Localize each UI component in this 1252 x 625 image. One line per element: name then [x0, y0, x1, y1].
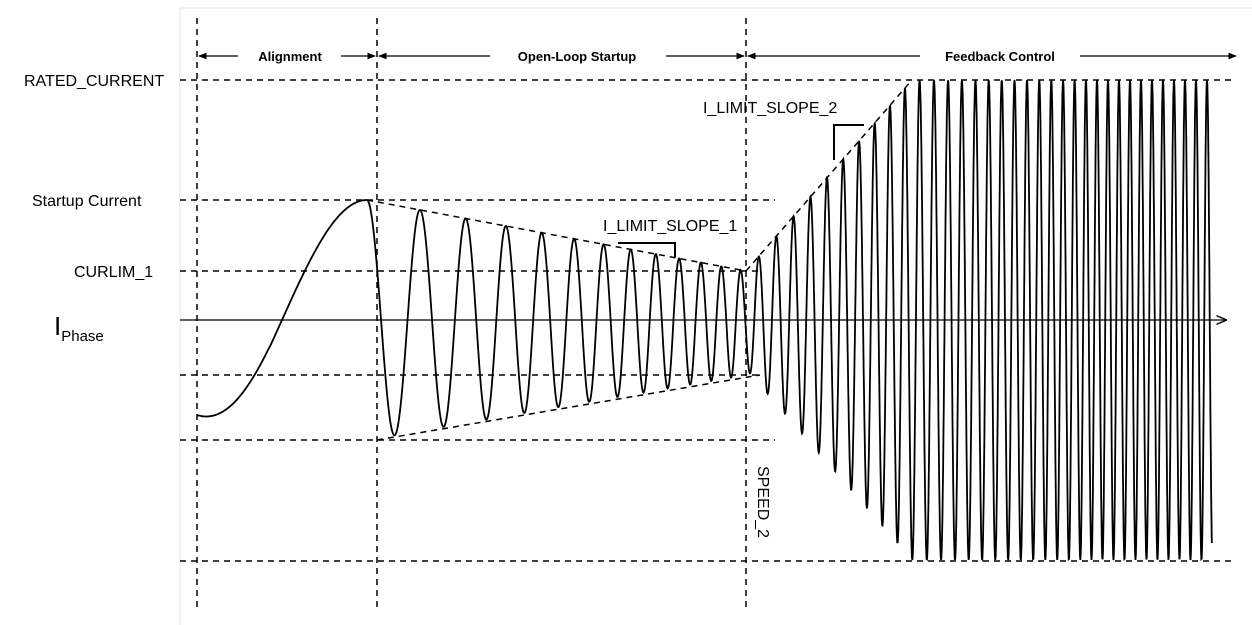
i-phase-main: I — [54, 311, 61, 341]
slope-2-bracket — [833, 124, 864, 160]
speed-2-label: SPEED_2 — [754, 466, 771, 538]
phase-current-waveform — [196, 78, 1213, 562]
i-limit-slope-2-label: I_LIMIT_SLOPE_2 — [703, 100, 837, 117]
i-phase-subscript: Phase — [61, 328, 104, 345]
i-phase-label: IPhase — [54, 311, 104, 345]
feedback-control-label: Feedback Control — [945, 49, 1055, 64]
alignment-label: Alignment — [258, 49, 322, 64]
startup-current-label: Startup Current — [32, 193, 142, 210]
speed-2-label-group: SPEED_2 — [754, 466, 771, 538]
curlim-1-label: CURLIM_1 — [74, 264, 153, 281]
envelope-slope-2 — [745, 79, 913, 272]
rated-current-label: RATED_CURRENT — [24, 73, 164, 90]
slope-1-bracket — [618, 242, 676, 257]
open-loop-startup-label: Open-Loop Startup — [518, 49, 636, 64]
envelope-slope-1-lower — [376, 374, 761, 441]
envelope-slope-1-upper — [366, 199, 747, 272]
i-limit-slope-1-label: I_LIMIT_SLOPE_1 — [603, 218, 737, 235]
